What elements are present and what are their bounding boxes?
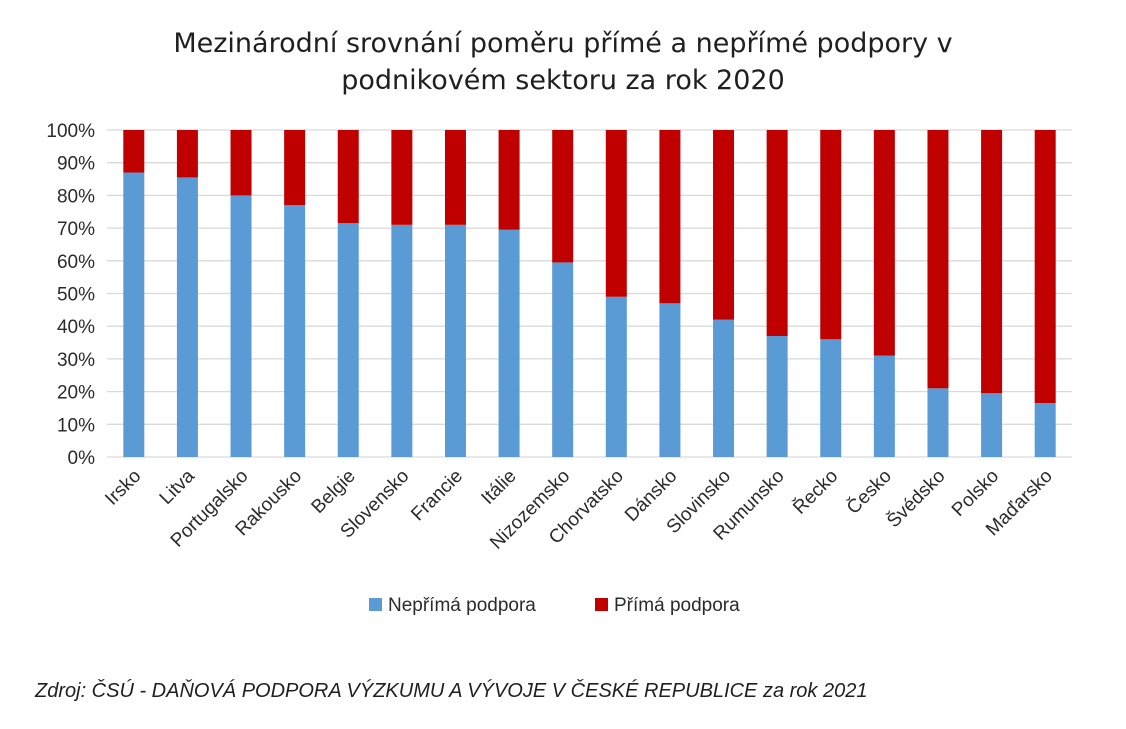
bar-segment (284, 130, 306, 206)
y-tick-label: 30% (57, 350, 95, 371)
bar-segment (713, 319, 735, 457)
stacked-bar-chart: Mezinárodní srovnání poměru přímé a nepř… (46, 28, 1072, 616)
bar-segment (337, 130, 359, 224)
bar-segment (444, 224, 466, 457)
bar-segment (176, 177, 198, 458)
bar-segment (123, 172, 145, 457)
y-tick-label: 60% (57, 252, 95, 273)
bar-segment (659, 130, 681, 304)
bar-segment (230, 130, 252, 196)
x-tick-label: Itálie (477, 466, 520, 509)
bar-segment (498, 229, 520, 457)
bar-segment (873, 355, 895, 457)
bar-segment (1034, 130, 1056, 404)
bar-segment (391, 224, 413, 457)
bar-segment (498, 130, 520, 230)
x-tick-label: Česko (842, 465, 896, 519)
legend-swatch (369, 598, 382, 611)
x-tick-label: Belgie (308, 466, 360, 518)
bar-segment (605, 130, 627, 297)
legend-label: Přímá podpora (614, 595, 740, 616)
bar-segment (176, 130, 198, 178)
bar-segment (713, 130, 735, 320)
source-note: Zdroj: ČSÚ - DAŇOVÁ PODPORA VÝZKUMU A VÝ… (35, 680, 868, 702)
y-tick-label: 10% (57, 415, 95, 436)
bar-segment (284, 205, 306, 457)
y-tick-label: 0% (68, 448, 96, 469)
y-tick-label: 100% (46, 121, 95, 142)
bar-segment (391, 130, 413, 225)
bar-segment (605, 296, 627, 457)
bar-segment (820, 130, 842, 340)
bar-segment (927, 388, 949, 457)
chart-title: Mezinárodní srovnání poměru přímé a nepř… (173, 28, 952, 96)
bar-segment (552, 130, 574, 263)
y-tick-label: 80% (57, 186, 95, 207)
y-axis-ticks: 0% 10% 20% 30% 40% 50% 60% 70% 80% 90% 100% (46, 121, 95, 469)
bar-segment (337, 223, 359, 457)
bar-segment (981, 393, 1003, 457)
bar-segment (444, 130, 466, 225)
y-tick-label: 50% (57, 285, 95, 306)
x-tick-label: Švédsko (882, 465, 949, 532)
legend-label: Nepřímá podpora (388, 595, 536, 616)
y-tick-label: 40% (57, 317, 95, 338)
bars (123, 130, 1056, 458)
bar-segment (659, 303, 681, 457)
bar-segment (766, 336, 788, 457)
bar-segment (123, 130, 145, 173)
x-tick-label: Litva (156, 465, 200, 509)
bar-segment (552, 262, 574, 457)
x-tick-label: Řecko (789, 465, 843, 519)
y-tick-label: 20% (57, 383, 95, 404)
legend-swatch (595, 598, 608, 611)
chart-title-line: podnikovém sektoru za rok 2020 (341, 65, 785, 96)
chart-title-line: Mezinárodní srovnání poměru přímé a nepř… (173, 28, 952, 59)
y-tick-label: 90% (57, 154, 95, 175)
y-tick-label: 70% (57, 219, 95, 240)
gridlines (107, 129, 1072, 458)
legend: Nepřímá podpora Přímá podpora (369, 595, 740, 616)
bar-segment (820, 339, 842, 457)
x-tick-label: Irsko (101, 466, 145, 510)
bar-segment (766, 130, 788, 337)
bar-segment (981, 130, 1003, 394)
bar-segment (230, 195, 252, 457)
bar-segment (873, 130, 895, 356)
bar-segment (1034, 403, 1056, 457)
bar-segment (927, 130, 949, 389)
x-tick-label: Francie (407, 466, 467, 526)
